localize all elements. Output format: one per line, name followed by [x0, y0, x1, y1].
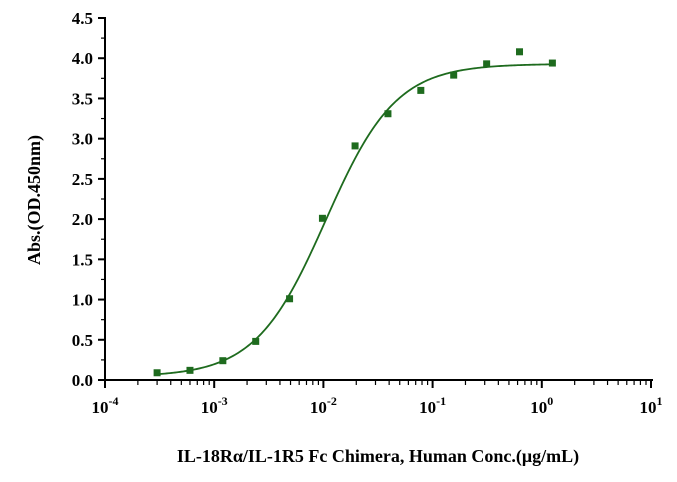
- y-tick-label: 2.5: [72, 170, 93, 189]
- x-tick-label: 10-3: [201, 394, 228, 417]
- y-tick-label: 0.5: [72, 331, 93, 350]
- y-tick-label: 3.5: [72, 89, 93, 108]
- data-point: [219, 357, 227, 365]
- axes: [104, 17, 653, 381]
- x-axis-title: IL-18Rα/IL-1R5 Fc Chimera, Human Conc.(μ…: [177, 446, 579, 467]
- data-point: [252, 337, 260, 345]
- data-point: [153, 369, 161, 377]
- y-tick-label: 2.0: [72, 210, 93, 229]
- y-tick-label: 1.0: [72, 291, 93, 310]
- x-tick-label: 100: [530, 394, 553, 417]
- data-point: [417, 86, 425, 94]
- x-tick-label: 10-4: [92, 394, 119, 417]
- data-point: [548, 59, 556, 67]
- x-axis-ticks: 10-4 10-3 10-2 10-1 100 101: [92, 380, 663, 417]
- fit-curve: [154, 63, 555, 376]
- data-point: [516, 48, 524, 56]
- data-point: [286, 295, 294, 303]
- y-tick-label: 1.5: [72, 250, 93, 269]
- data-point: [483, 60, 491, 68]
- data-point: [318, 214, 326, 222]
- y-tick-label: 0.0: [72, 371, 93, 390]
- data-point: [351, 142, 359, 150]
- y-tick-label: 4.0: [72, 49, 93, 68]
- data-point: [384, 110, 392, 118]
- x-tick-label: 101: [640, 394, 663, 417]
- data-point: [450, 71, 458, 79]
- y-axis-ticks: 0.0 0.5 1.0 1.5 2.0 2.5 3.0 3.5 4.0 4.5: [72, 9, 105, 390]
- y-tick-label: 4.5: [72, 9, 93, 28]
- data-points: [153, 48, 556, 377]
- x-tick-label: 10-2: [310, 394, 337, 417]
- data-point: [186, 366, 194, 374]
- y-tick-label: 3.0: [72, 130, 93, 149]
- x-tick-label: 10-1: [419, 394, 446, 417]
- y-axis-title: Abs.(OD.450nm): [24, 135, 45, 265]
